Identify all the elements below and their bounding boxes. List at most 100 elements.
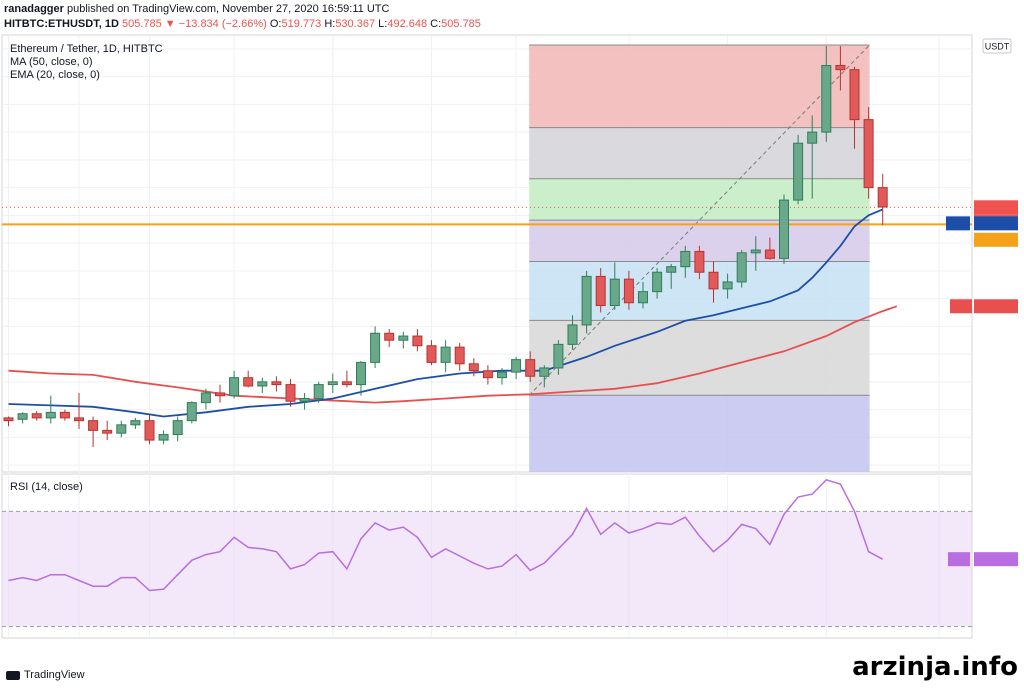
candle-body — [595, 275, 606, 307]
candle-body — [821, 65, 832, 133]
open-value: 519.773 — [281, 18, 322, 30]
rsi-line — [8, 478, 884, 592]
candle-body — [299, 397, 310, 402]
moving-averages — [8, 208, 898, 418]
candle-body — [257, 381, 268, 387]
candle-body — [764, 249, 775, 259]
candle-body — [609, 278, 620, 307]
candle-body — [88, 420, 99, 431]
candle-body — [722, 281, 733, 290]
legend-title: Ethereum / Tether, 1D, HITBTC — [10, 43, 163, 55]
candle-body — [74, 417, 84, 422]
candle-body — [440, 346, 451, 363]
candle-body — [229, 377, 240, 397]
candle-body — [652, 271, 663, 293]
legend-ma[interactable]: MA (50, close, 0) — [10, 56, 93, 68]
currency-badge-box[interactable] — [982, 38, 1012, 54]
ema20-line — [8, 208, 884, 418]
candle-body — [243, 377, 254, 387]
low-label: L: — [378, 18, 388, 30]
candle-body — [384, 332, 395, 341]
candle-body — [708, 271, 719, 290]
high-value: 530.367 — [335, 18, 376, 30]
candle-body — [3, 417, 14, 422]
fib-zone — [529, 44, 870, 128]
price-tag — [946, 216, 970, 231]
fib-zone — [529, 395, 870, 472]
tradingview-icon — [6, 670, 20, 680]
high-label: H: — [324, 18, 336, 30]
close-label: C: — [430, 18, 442, 30]
currency-badge[interactable]: USDT — [985, 42, 1010, 52]
chart-footer: TradingView arzinja.info — [0, 652, 1024, 688]
candle-body — [750, 249, 761, 254]
candle-body — [567, 324, 578, 345]
publisher-name[interactable]: ranadagger — [4, 3, 64, 15]
candle-body — [59, 411, 70, 419]
candle-body — [398, 335, 409, 341]
change-value: ▼ −13.834 (−2.66%) — [164, 18, 267, 30]
low-value: 492.648 — [387, 18, 428, 30]
candle-body — [694, 250, 705, 273]
candle-body — [356, 361, 366, 386]
price-pane-border — [1, 34, 973, 473]
candle-body — [877, 187, 888, 208]
candle-body — [638, 291, 648, 304]
candle-body — [31, 413, 42, 419]
price-tag — [974, 216, 1018, 231]
legend-rsi[interactable]: RSI (14, close) — [10, 481, 83, 493]
candle-body — [793, 142, 804, 201]
candle-body — [863, 119, 874, 189]
candle-body — [186, 402, 197, 422]
candle-body — [158, 434, 169, 441]
candle-body — [779, 199, 789, 259]
price-chart[interactable]: Ethereum / Tether, 1D, HITBTC MA (50, cl… — [0, 34, 1024, 666]
candlestick-series — [3, 46, 888, 448]
chart-legend: Ethereum / Tether, 1D, HITBTC MA (50, cl… — [10, 38, 1012, 493]
candle-body — [511, 359, 522, 373]
price-tag — [950, 299, 972, 314]
candle-body — [271, 381, 282, 386]
ohlc-line: HITBTC:ETHUSDT, 1D 505.785 ▼ −13.834 (−2… — [4, 18, 481, 30]
candle-body — [313, 384, 324, 399]
candle-body — [849, 69, 860, 121]
close-value: 505.785 — [121, 18, 162, 30]
rsi-pane — [2, 478, 972, 627]
candle-body — [581, 275, 592, 326]
fib-zone — [529, 178, 870, 221]
candle-body — [102, 429, 113, 434]
candle-body — [285, 384, 296, 402]
candle-body — [539, 367, 550, 377]
rsi-name-tag — [948, 552, 970, 567]
rsi-value-tag — [974, 552, 1018, 567]
candle-body — [200, 392, 211, 404]
candle-body — [130, 420, 141, 426]
candle-body — [45, 411, 56, 419]
published-text: published on TradingView.com, November 2… — [66, 3, 390, 15]
support-line[interactable] — [2, 206, 972, 226]
candle-body — [172, 420, 183, 436]
price-tag — [974, 299, 1018, 314]
candle-body — [370, 332, 381, 363]
candle-body — [736, 252, 747, 283]
fib-trend-line — [528, 44, 870, 396]
watermark: arzinja.info — [852, 652, 1018, 682]
candle-body — [680, 250, 691, 268]
legend-ema[interactable]: EMA (20, close, 0) — [10, 69, 100, 81]
tradingview-logo[interactable]: TradingView — [6, 669, 85, 681]
candle-body — [807, 131, 818, 144]
candle-body — [497, 371, 507, 379]
fib-zone — [529, 320, 870, 396]
candle-body — [468, 363, 479, 372]
candle-body — [116, 424, 127, 434]
candle-body — [482, 370, 493, 379]
candle-body — [835, 65, 846, 71]
candle-body — [144, 420, 155, 441]
ma50-line — [8, 305, 898, 404]
price-tag — [974, 200, 1018, 215]
candle-body — [553, 343, 564, 369]
candle-body — [623, 278, 634, 304]
publisher-line: ranadagger published on TradingView.com,… — [4, 3, 389, 15]
fib-zone — [529, 127, 870, 179]
price-tag — [974, 232, 1018, 247]
